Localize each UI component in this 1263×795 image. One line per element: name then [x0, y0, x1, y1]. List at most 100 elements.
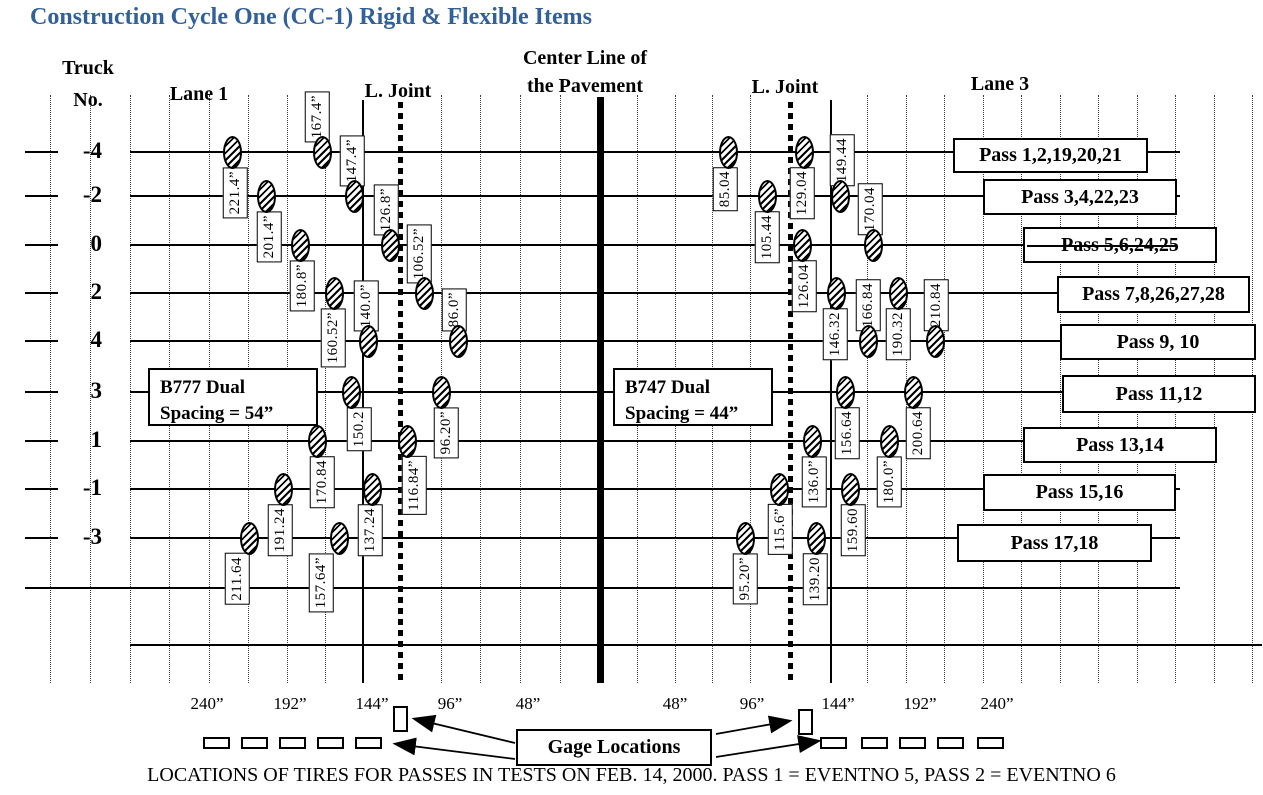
scale-label: 192” — [903, 694, 937, 713]
pass-label-box: Pass 9, 10 — [1060, 324, 1256, 360]
header-center-line-1: Center Line of — [522, 47, 648, 69]
tire-distance-label: 96.20” — [434, 407, 459, 459]
figure-caption: LOCATIONS OF TIRES FOR PASSES IN TESTS O… — [147, 764, 1116, 786]
truck-row-tick — [25, 488, 58, 490]
gage-rect — [861, 737, 888, 749]
tire-hatched-ellipse — [291, 229, 310, 262]
header-center-line-2: the Pavement — [526, 75, 644, 97]
truck-row-line — [130, 244, 1180, 246]
gage-rect — [355, 737, 382, 749]
tire-distance-label: 149.44 — [830, 133, 855, 186]
scale-label: 48” — [662, 694, 688, 713]
pass-label-box: Pass 5,6,24,25 — [1023, 227, 1217, 263]
truck-row-line — [130, 151, 1180, 153]
gear-spacing-text: Spacing = 54” — [160, 402, 274, 424]
tire-hatched-ellipse — [432, 376, 451, 409]
truck-row-tick — [25, 391, 58, 393]
gridline-vertical — [1021, 95, 1022, 683]
tire-distance-label: 106.52” — [407, 223, 432, 283]
tire-distance-label: 140.0” — [354, 279, 379, 331]
tire-hatched-ellipse — [363, 473, 382, 506]
tire-distance-label: 190.32 — [886, 308, 911, 361]
tire-hatched-ellipse — [827, 277, 846, 310]
lane-edge-line — [25, 587, 1180, 589]
tire-distance-label: 201.4” — [257, 211, 282, 263]
pass-label-box: Pass 15,16 — [983, 474, 1176, 511]
tire-hatched-ellipse — [308, 425, 327, 458]
gage-rect — [937, 737, 964, 749]
gridline-vertical — [867, 95, 868, 683]
pass-label-box: Pass 13,14 — [1023, 427, 1217, 463]
gridline-vertical — [983, 95, 984, 683]
tire-hatched-ellipse — [381, 229, 400, 262]
pass-label-box: Pass 3,4,22,23 — [983, 179, 1177, 215]
tire-hatched-ellipse — [841, 473, 860, 506]
truck-row-tick — [25, 340, 58, 342]
tire-hatched-ellipse — [795, 136, 814, 169]
tire-distance-label: 180.0” — [877, 456, 902, 508]
tire-hatched-ellipse — [926, 325, 945, 358]
tire-distance-label: 170.04 — [858, 182, 883, 235]
pass-label-box: Pass 7,8,26,27,28 — [1057, 276, 1250, 313]
tire-distance-label: 156.64 — [835, 407, 860, 460]
gridline-vertical — [325, 95, 326, 683]
tire-distance-label: 160.52” — [321, 308, 346, 368]
tire-hatched-ellipse — [274, 473, 293, 506]
tire-distance-label: 86.0” — [442, 287, 467, 331]
truck-number: 4 — [90, 327, 103, 352]
tire-hatched-ellipse — [836, 376, 855, 409]
tire-distance-label: 129.04 — [790, 167, 815, 220]
truck-row-tick — [25, 151, 58, 153]
scale-label: 48” — [515, 694, 541, 713]
tire-hatched-ellipse — [758, 180, 777, 213]
tire-distance-label: 221.4” — [223, 167, 248, 219]
pavement-center-line — [597, 97, 604, 683]
tire-distance-label: 126.8” — [374, 183, 399, 235]
tire-distance-label: 210.84 — [924, 278, 949, 331]
gridline-vertical — [520, 95, 521, 683]
truck-number: 1 — [90, 427, 103, 452]
header-lane-3: Lane 3 — [970, 73, 1030, 95]
tire-distance-label: 166.84 — [856, 278, 881, 331]
gage-rect — [820, 737, 847, 749]
truck-number: -3 — [82, 524, 102, 549]
truck-row-tick — [25, 195, 58, 197]
page-title: Construction Cycle One (CC-1) Rigid & Fl… — [30, 4, 592, 30]
gage-locations-label: Gage Locations — [547, 736, 681, 758]
tire-hatched-ellipse — [864, 229, 883, 262]
gridline-vertical — [1060, 95, 1061, 683]
tire-hatched-ellipse — [889, 277, 908, 310]
tire-distance-label: 170.84 — [310, 456, 335, 509]
tire-hatched-ellipse — [359, 325, 378, 358]
gage-locations-box: Gage Locations — [516, 729, 712, 766]
pass-label-box: Pass 11,12 — [1062, 375, 1256, 413]
diagram-bottom-line — [130, 644, 1262, 646]
truck-number: 0 — [90, 231, 103, 256]
tire-hatched-ellipse — [831, 180, 850, 213]
tire-hatched-ellipse — [257, 180, 276, 213]
tire-hatched-ellipse — [342, 376, 361, 409]
tire-distance-label: 126.04 — [792, 260, 817, 313]
tire-hatched-ellipse — [449, 325, 468, 358]
scale-label: 192” — [273, 694, 307, 713]
tire-hatched-ellipse — [859, 325, 878, 358]
truck-number: -1 — [82, 475, 102, 500]
tire-hatched-ellipse — [223, 136, 242, 169]
tire-distance-label: 146.32 — [823, 308, 848, 361]
tire-hatched-ellipse — [719, 136, 738, 169]
tire-distance-label: 211.64 — [225, 553, 250, 605]
truck-number: 3 — [90, 378, 103, 403]
line-through-pass-box — [1027, 245, 1177, 247]
header-lane-1: Lane 1 — [169, 83, 229, 105]
gage-rect-vertical — [798, 709, 813, 735]
truck-number: -4 — [82, 138, 102, 163]
gear-spacing-text: Spacing = 44” — [625, 402, 739, 424]
truck-row-line — [130, 340, 1180, 342]
tire-distance-label: 139.20 — [803, 553, 828, 606]
tire-hatched-ellipse — [807, 522, 826, 555]
gage-rect-vertical — [393, 706, 408, 732]
gage-rect — [241, 737, 268, 749]
pass-label-box: Pass 1,2,19,20,21 — [953, 138, 1148, 173]
tire-hatched-ellipse — [313, 136, 332, 169]
tire-hatched-ellipse — [736, 522, 755, 555]
